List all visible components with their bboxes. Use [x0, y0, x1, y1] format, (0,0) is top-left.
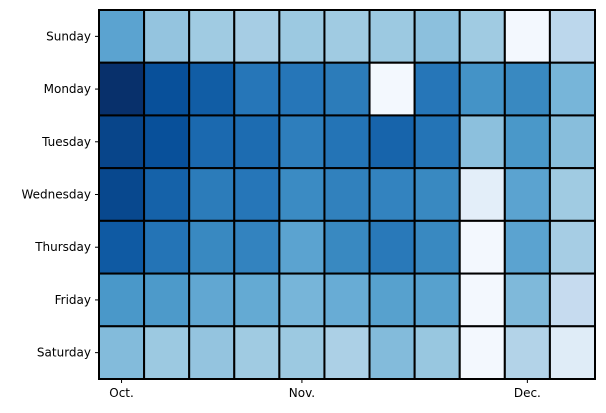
- y-tick-label: Saturday: [37, 346, 91, 360]
- heatmap-cell: [458, 61, 506, 117]
- plot-frame: [98, 9, 596, 380]
- heatmap-cell: [233, 61, 281, 117]
- heatmap-cell: [278, 9, 326, 64]
- heatmap-cell: [143, 61, 191, 117]
- heatmap-cell: [368, 167, 416, 222]
- heatmap-cell: [458, 272, 506, 328]
- heatmap-cell: [323, 219, 371, 275]
- heatmap-cell: [98, 9, 146, 64]
- heatmap-cell: [98, 325, 146, 380]
- heatmap-cell: [278, 114, 326, 170]
- heatmap-cell: [503, 9, 551, 64]
- heatmap-cell: [503, 61, 551, 117]
- heatmap-cell: [413, 114, 461, 170]
- heatmap-cell: [503, 325, 551, 380]
- heatmap-cell: [413, 9, 461, 64]
- y-tick-label: Sunday: [46, 29, 91, 43]
- heatmap-cell: [548, 61, 597, 117]
- x-tick-label: Oct.: [109, 386, 134, 400]
- heatmap-cell: [278, 325, 326, 380]
- heatmap-cell: [98, 219, 146, 275]
- heatmap-cell: [188, 167, 236, 222]
- heatmap-cell: [413, 219, 461, 275]
- heatmap-cell: [503, 114, 551, 170]
- heatmap-cell: [413, 272, 461, 328]
- heatmap-cell: [413, 167, 461, 222]
- heatmap-cell: [143, 325, 191, 380]
- heatmap-cell: [368, 9, 416, 64]
- heatmap-cell: [143, 114, 191, 170]
- heatmap-cell: [548, 114, 597, 170]
- heatmap-cell: [143, 272, 191, 328]
- x-tick-label: Dec.: [514, 386, 541, 400]
- y-tick-label: Thursday: [34, 240, 91, 254]
- heatmap-cell: [188, 114, 236, 170]
- heatmap-cell: [188, 9, 236, 64]
- heatmap-cell: [458, 167, 506, 222]
- heatmap-cell: [278, 219, 326, 275]
- heatmap-cell: [368, 219, 416, 275]
- y-tick-label: Wednesday: [22, 188, 91, 202]
- heatmap-cell: [233, 9, 281, 64]
- heatmap-cell: [188, 61, 236, 117]
- y-axis-ticks: Sunday Monday Tuesday Wednesday Thursday Frid…: [22, 29, 99, 360]
- heatmap-cell: [323, 61, 371, 117]
- heatmap-cell: [368, 325, 416, 380]
- heatmap-cell: [188, 219, 236, 275]
- x-axis-ticks: Oct. Nov. Dec.: [109, 379, 541, 400]
- heatmap-cell: [233, 219, 281, 275]
- heatmap-cell: [98, 167, 146, 222]
- heatmap-cell: [323, 272, 371, 328]
- heatmap-cell: [548, 219, 597, 275]
- heatmap-cell: [98, 272, 146, 328]
- heatmap-cell: [98, 114, 146, 170]
- heatmap-cell: [458, 114, 506, 170]
- heatmap-cell: [323, 167, 371, 222]
- heatmap-cell: [233, 114, 281, 170]
- heatmap-cell: [458, 325, 506, 380]
- heatmap-cell: [143, 167, 191, 222]
- heatmap-cell: [233, 167, 281, 222]
- heatmap-cell: [368, 61, 416, 117]
- heatmap-cell: [503, 272, 551, 328]
- heatmap-cell: [413, 325, 461, 380]
- heatmap-cell: [323, 9, 371, 64]
- heatmap-cell: [233, 272, 281, 328]
- heatmap-cell: [323, 325, 371, 380]
- heatmap-cell: [548, 9, 597, 64]
- y-tick-label: Tuesday: [41, 135, 91, 149]
- heatmap-cell: [548, 272, 597, 328]
- heatmap-cell: [368, 272, 416, 328]
- heatmap-cell: [458, 219, 506, 275]
- heatmap-cell: [548, 325, 597, 380]
- heatmap-cells: [98, 9, 597, 380]
- heatmap-cell: [323, 114, 371, 170]
- heatmap-cell: [503, 167, 551, 222]
- heatmap-cell: [458, 9, 506, 64]
- y-tick-label: Monday: [44, 82, 91, 96]
- heatmap-cell: [368, 114, 416, 170]
- heatmap-cell: [503, 219, 551, 275]
- heatmap-cell: [143, 9, 191, 64]
- heatmap-cell: [188, 272, 236, 328]
- x-tick-label: Nov.: [289, 386, 315, 400]
- heatmap-cell: [278, 61, 326, 117]
- heatmap-cell: [98, 61, 146, 117]
- heatmap-cell: [548, 167, 597, 222]
- heatmap-cell: [233, 325, 281, 380]
- heatmap-cell: [278, 167, 326, 222]
- heatmap-cell: [413, 61, 461, 117]
- heatmap-cell: [278, 272, 326, 328]
- heatmap-cell: [143, 219, 191, 275]
- heatmap-cell: [188, 325, 236, 380]
- y-tick-label: Friday: [55, 293, 91, 307]
